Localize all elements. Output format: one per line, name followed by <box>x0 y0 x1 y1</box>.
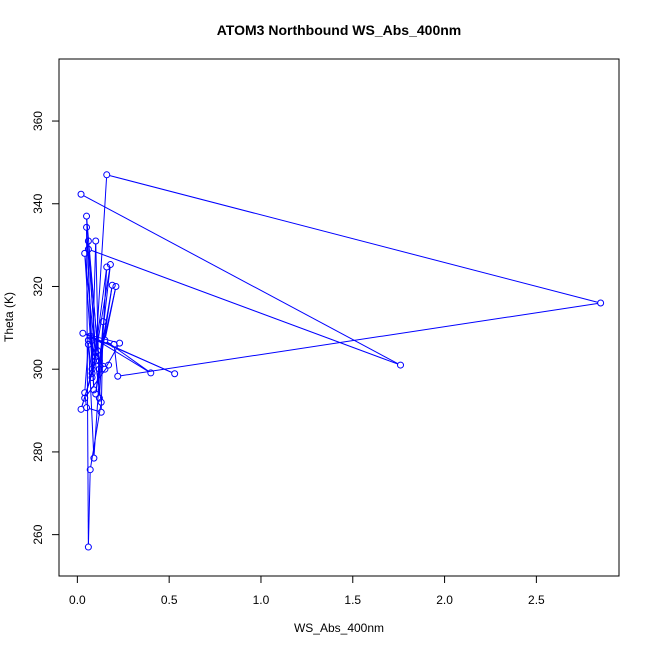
series-segment <box>91 244 97 367</box>
data-point <box>94 347 102 355</box>
data-point <box>106 261 114 269</box>
series-segment <box>109 175 598 303</box>
y-tick-label: 280 <box>31 442 45 462</box>
data-point <box>81 389 89 397</box>
data-point <box>97 408 105 416</box>
data-point <box>88 369 96 377</box>
data-point <box>81 394 89 402</box>
y-tick-label: 320 <box>31 276 45 296</box>
data-point <box>99 318 107 326</box>
series-segment <box>106 345 119 367</box>
y-axis-label: Theta (K) <box>2 292 16 342</box>
data-point <box>92 349 100 357</box>
data-point <box>86 466 94 474</box>
data-point <box>171 370 179 378</box>
series-segment <box>84 347 89 390</box>
y-tick-label: 340 <box>31 193 45 213</box>
data-point <box>95 357 103 365</box>
plot-frame <box>58 58 620 577</box>
x-axis: 0.0 0.5 1.0 1.5 2.0 2.5 <box>69 575 545 607</box>
x-tick-label: 2.0 <box>436 593 453 607</box>
data-point <box>92 357 100 365</box>
x-tick-label: 1.5 <box>344 593 361 607</box>
y-tick-label: 360 <box>31 111 45 131</box>
data-point <box>92 353 100 361</box>
y-tick-label: 300 <box>31 359 45 379</box>
y-axis: 260 280 300 320 340 360 <box>31 111 60 545</box>
series-segment <box>85 333 117 343</box>
data-point <box>77 190 85 198</box>
x-tick-label: 1.0 <box>253 593 270 607</box>
data-point <box>114 372 122 380</box>
series-segment <box>83 195 398 364</box>
data-point <box>90 386 98 394</box>
data-point <box>84 245 92 253</box>
data-point <box>101 365 109 373</box>
data-point <box>84 340 92 348</box>
data-point <box>90 454 98 462</box>
data-point <box>83 223 91 231</box>
data-point <box>108 281 116 289</box>
data-point <box>112 282 120 290</box>
x-tick-label: 2.5 <box>528 593 545 607</box>
data-point <box>397 361 405 369</box>
y-tick-label: 260 <box>31 524 45 544</box>
data-point <box>597 299 605 307</box>
data-point <box>77 405 85 413</box>
data-point <box>92 390 100 398</box>
x-tick-label: 0.0 <box>69 593 86 607</box>
series-segment <box>100 324 104 410</box>
data-point <box>95 394 103 402</box>
series-points <box>77 171 605 551</box>
data-point <box>86 332 94 340</box>
series-segment <box>120 303 598 377</box>
series-segment <box>89 408 99 412</box>
data-point <box>84 543 92 551</box>
series-segment <box>85 334 172 373</box>
series-segment <box>93 324 104 455</box>
series-segment <box>84 395 87 405</box>
data-point <box>97 398 105 406</box>
series-segment <box>88 343 95 455</box>
data-point <box>79 329 87 337</box>
series-lines <box>81 175 598 544</box>
data-point <box>88 336 96 344</box>
series-segment <box>91 270 107 375</box>
x-axis-label: WS_Abs_400nm <box>294 621 384 635</box>
chart-title: ATOM3 Northbound WS_Abs_400nm <box>217 22 462 38</box>
data-point <box>84 336 92 344</box>
data-point <box>84 237 92 245</box>
data-point <box>81 249 89 257</box>
data-point <box>83 212 91 220</box>
data-point <box>103 171 111 179</box>
data-point <box>101 336 109 344</box>
series-segment <box>105 289 116 338</box>
data-point <box>88 365 96 373</box>
data-point <box>105 361 113 369</box>
data-point <box>88 373 96 381</box>
series-segment <box>91 249 398 365</box>
x-tick-label: 0.5 <box>161 593 178 607</box>
data-point <box>116 339 124 347</box>
data-point <box>147 369 155 377</box>
data-point <box>92 237 100 245</box>
